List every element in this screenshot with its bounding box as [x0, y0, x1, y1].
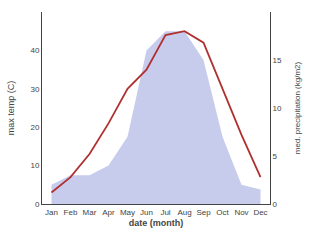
svg-text:May: May	[120, 208, 135, 217]
svg-text:Aug: Aug	[177, 208, 191, 217]
svg-text:Jan: Jan	[45, 208, 58, 217]
svg-text:med. precipitation (kg/m2): med. precipitation (kg/m2)	[293, 61, 302, 154]
svg-text:Jul: Jul	[160, 208, 170, 217]
svg-text:10: 10	[30, 161, 39, 170]
svg-text:Mar: Mar	[83, 208, 97, 217]
svg-text:0: 0	[35, 200, 40, 209]
svg-text:20: 20	[30, 123, 39, 132]
svg-text:15: 15	[273, 56, 282, 65]
svg-text:30: 30	[30, 85, 39, 94]
svg-text:Sep: Sep	[196, 208, 211, 217]
svg-text:max temp (C): max temp (C)	[6, 81, 16, 136]
svg-text:5: 5	[273, 152, 278, 161]
svg-text:date (month): date (month)	[129, 218, 184, 228]
svg-text:Nov: Nov	[234, 208, 248, 217]
svg-text:Feb: Feb	[64, 208, 78, 217]
svg-text:Dec: Dec	[253, 208, 267, 217]
svg-text:Jun: Jun	[140, 208, 153, 217]
svg-text:0: 0	[273, 200, 278, 209]
svg-text:Apr: Apr	[102, 208, 115, 217]
svg-text:40: 40	[30, 46, 39, 55]
svg-text:Oct: Oct	[216, 208, 229, 217]
svg-text:10: 10	[273, 104, 282, 113]
